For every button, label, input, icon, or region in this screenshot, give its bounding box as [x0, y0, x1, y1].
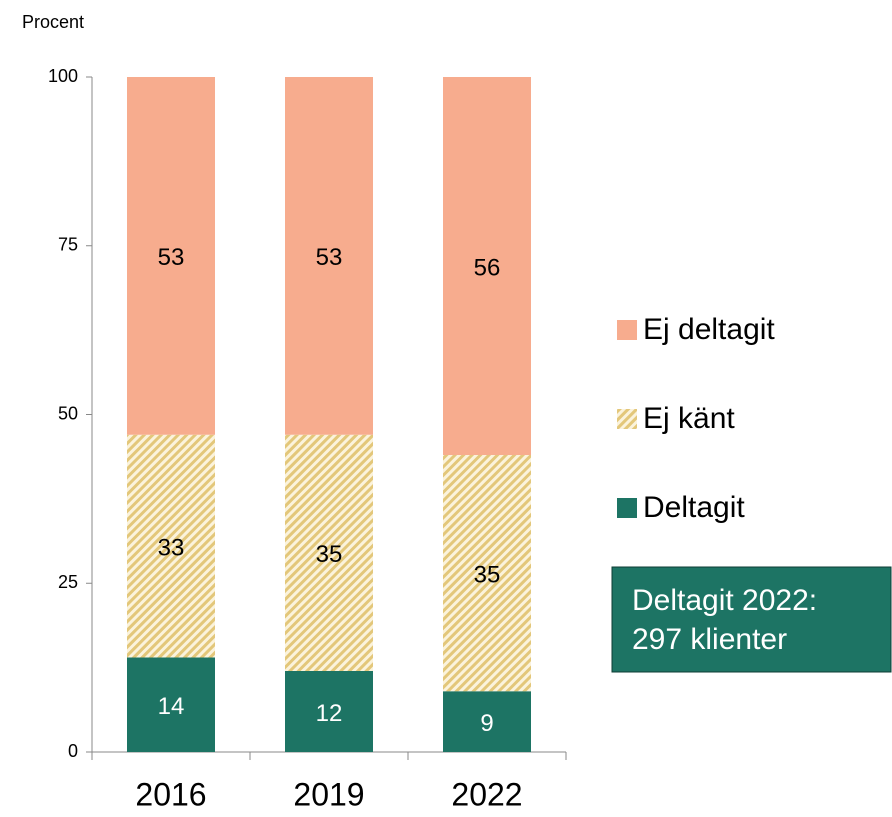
y-tick-label: 100	[48, 66, 78, 86]
legend-label: Ej deltagit	[643, 313, 775, 346]
data-label: 9	[480, 710, 493, 737]
x-tick-label: 2016	[135, 776, 206, 812]
bar-segment	[285, 434, 373, 671]
y-tick-label: 0	[68, 741, 78, 761]
legend-swatch	[617, 320, 637, 340]
bar-segment	[285, 671, 373, 752]
data-label: 56	[474, 254, 501, 281]
bar-segment	[443, 691, 531, 752]
bar-segment	[443, 77, 531, 455]
annotation-text: 297 klienter	[632, 623, 787, 656]
legend-swatch	[617, 498, 637, 518]
data-label: 33	[158, 534, 185, 561]
bar-segment	[127, 77, 215, 435]
annotation-text: Deltagit 2022:	[632, 584, 817, 617]
bar-segment	[127, 434, 215, 658]
legend-swatch	[617, 409, 637, 429]
data-label: 12	[316, 700, 343, 727]
y-tick-label: 25	[58, 572, 78, 592]
data-label: 35	[316, 541, 343, 568]
y-tick-label: 75	[58, 235, 78, 255]
data-label: 35	[474, 561, 501, 588]
data-label: 53	[158, 244, 185, 271]
legend-label: Deltagit	[643, 491, 745, 524]
y-tick-label: 50	[58, 403, 78, 423]
x-tick-label: 2022	[451, 776, 522, 812]
bar-segment	[285, 77, 373, 435]
data-label: 14	[158, 693, 185, 720]
y-axis-label: Procent	[22, 12, 84, 32]
bar-segment	[443, 455, 531, 692]
bar-segment	[127, 657, 215, 752]
annotation-box	[611, 566, 892, 673]
x-tick-label: 2019	[293, 776, 364, 812]
legend-label: Ej känt	[643, 402, 735, 435]
data-label: 53	[316, 244, 343, 271]
